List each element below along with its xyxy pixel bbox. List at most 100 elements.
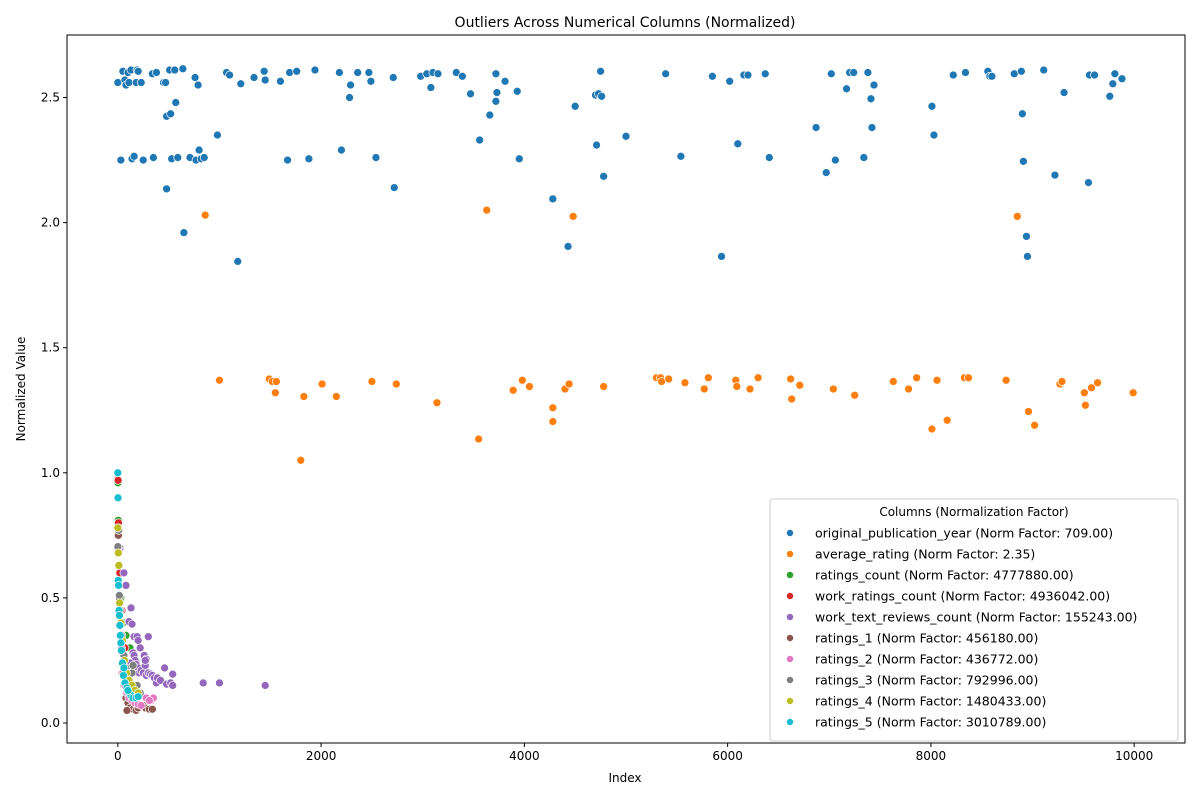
y-tick-label: 2.5 bbox=[41, 91, 60, 105]
data-point bbox=[178, 64, 188, 74]
data-point bbox=[821, 168, 831, 177]
data-point bbox=[948, 70, 958, 80]
data-point bbox=[371, 153, 381, 162]
data-point bbox=[786, 374, 796, 384]
data-point bbox=[596, 66, 605, 76]
y-tick-label: 1.5 bbox=[41, 341, 60, 355]
data-point bbox=[932, 375, 942, 385]
data-point bbox=[961, 68, 970, 77]
y-axis-label: Normalized Value bbox=[14, 337, 28, 442]
data-point bbox=[168, 669, 178, 679]
legend-marker bbox=[786, 697, 794, 705]
legend-label: work_text_reviews_count (Norm Factor: 15… bbox=[815, 610, 1137, 625]
x-axis-label: Index bbox=[608, 771, 641, 785]
data-point bbox=[760, 69, 770, 79]
data-point bbox=[190, 73, 200, 82]
data-point bbox=[1018, 109, 1027, 119]
data-point bbox=[517, 375, 527, 385]
data-point bbox=[725, 76, 735, 86]
data-point bbox=[859, 153, 869, 162]
data-point bbox=[317, 379, 327, 389]
data-point bbox=[433, 69, 443, 79]
data-point bbox=[148, 704, 157, 714]
data-point bbox=[1090, 70, 1099, 80]
data-point bbox=[133, 66, 143, 76]
data-point bbox=[173, 153, 183, 162]
x-tick-label: 6000 bbox=[712, 749, 743, 763]
data-point bbox=[285, 68, 294, 77]
chart-title: Outliers Across Numerical Columns (Norma… bbox=[455, 15, 796, 31]
data-point bbox=[828, 384, 838, 394]
data-point bbox=[260, 75, 270, 85]
data-point bbox=[512, 86, 522, 96]
data-point bbox=[599, 382, 608, 391]
legend: Columns (Normalization Factor) original_p… bbox=[769, 498, 1179, 742]
data-point bbox=[168, 681, 178, 690]
data-point bbox=[563, 242, 573, 251]
y-tick-label: 1.0 bbox=[41, 466, 60, 480]
legend-label: average_rating (Norm Factor: 2.35) bbox=[815, 547, 1035, 562]
legend-marker bbox=[786, 571, 794, 579]
data-point bbox=[491, 69, 501, 79]
data-point bbox=[114, 561, 124, 570]
data-point bbox=[364, 68, 374, 77]
data-point bbox=[119, 568, 129, 578]
data-point bbox=[199, 153, 209, 162]
data-point bbox=[129, 151, 139, 161]
data-point bbox=[1019, 156, 1028, 166]
data-point bbox=[200, 210, 210, 220]
data-point bbox=[1108, 79, 1118, 89]
data-point bbox=[1039, 65, 1049, 75]
data-point bbox=[508, 385, 518, 395]
data-point bbox=[482, 205, 492, 215]
legend-label: ratings_5 (Norm Factor: 3010789.00) bbox=[815, 715, 1046, 730]
data-point bbox=[140, 656, 150, 665]
data-point bbox=[260, 681, 270, 690]
data-point bbox=[136, 701, 146, 710]
legend-label: ratings_4 (Norm Factor: 1480433.00) bbox=[815, 694, 1046, 709]
data-point bbox=[866, 94, 876, 104]
data-points bbox=[113, 64, 1138, 715]
data-point bbox=[122, 706, 132, 715]
data-point bbox=[570, 101, 580, 111]
data-point bbox=[193, 80, 203, 90]
data-point bbox=[466, 89, 475, 99]
data-point bbox=[514, 154, 524, 164]
data-point bbox=[198, 678, 208, 688]
data-point bbox=[236, 79, 246, 89]
data-point bbox=[597, 91, 606, 101]
data-point bbox=[116, 631, 125, 640]
data-point bbox=[1059, 88, 1069, 97]
data-point bbox=[113, 493, 123, 503]
data-point bbox=[113, 523, 123, 533]
data-point bbox=[548, 403, 558, 413]
data-point bbox=[491, 96, 501, 106]
x-tick-label: 8000 bbox=[916, 749, 947, 763]
data-point bbox=[276, 76, 285, 86]
data-point bbox=[337, 145, 346, 155]
data-point bbox=[225, 70, 234, 80]
data-point bbox=[179, 228, 189, 237]
data-point bbox=[888, 377, 898, 386]
legend-label: work_ratings_count (Norm Factor: 4936042… bbox=[815, 589, 1110, 604]
data-point bbox=[133, 692, 143, 702]
data-point bbox=[745, 384, 755, 394]
series-4 bbox=[113, 523, 270, 690]
data-point bbox=[548, 194, 558, 204]
y-tick-label: 0.0 bbox=[41, 716, 60, 730]
data-point bbox=[128, 661, 138, 670]
legend-marker bbox=[786, 718, 794, 726]
series-9 bbox=[113, 468, 143, 703]
data-point bbox=[869, 80, 879, 90]
legend-marker bbox=[786, 676, 794, 684]
data-point bbox=[432, 398, 442, 408]
data-point bbox=[1017, 66, 1026, 76]
data-point bbox=[296, 455, 306, 465]
legend-marker bbox=[786, 634, 794, 642]
data-point bbox=[135, 643, 145, 653]
data-point bbox=[166, 109, 176, 119]
data-point bbox=[525, 382, 534, 391]
data-point bbox=[904, 384, 913, 394]
data-point bbox=[133, 636, 143, 645]
